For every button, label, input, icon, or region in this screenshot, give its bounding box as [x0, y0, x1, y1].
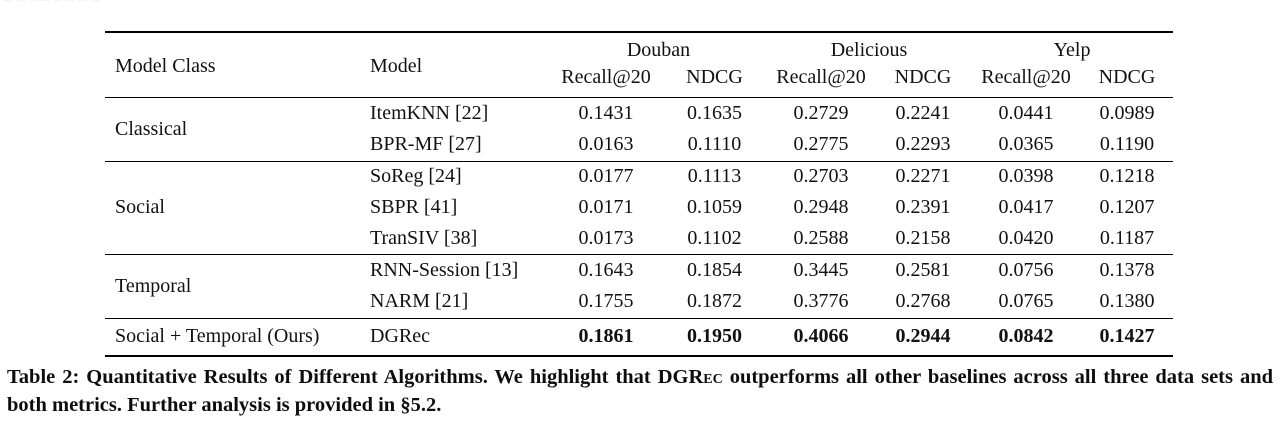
subheader-recall-yelp: Recall@20: [981, 66, 1071, 89]
cell-metric-value: 0.1218: [1099, 165, 1155, 188]
cell-metric-value: 0.2391: [895, 196, 951, 218]
cell-metric-value: 0.2703: [793, 165, 849, 188]
table-row-narm: NARM [21] 0.1755 0.1872 0.3776 0.2768 0.…: [105, 286, 1173, 318]
section-classical: Classical ItemKNN [22] 0.1431 0.1635 0.2…: [105, 97, 1174, 161]
header-model-class: Model Class: [115, 55, 216, 78]
cell-metric-value: 0.2158: [895, 226, 951, 249]
cell-metric-value: 0.1861: [578, 325, 634, 348]
cell-metric-value: 0.1380: [1099, 290, 1155, 313]
cell-metric-value: 0.2729: [793, 101, 849, 124]
cell-model: SoReg [24]: [370, 165, 462, 188]
subheader-ndcg-yelp: NDCG: [1098, 66, 1156, 89]
cell-metric-value: 0.0765: [998, 290, 1054, 313]
group-header-douban: Douban: [626, 39, 691, 61]
table-row-bprmf: BPR-MF [27] 0.0163 0.1110 0.2775 0.2293 …: [105, 129, 1173, 161]
cell-metric-value: 0.1431: [578, 101, 634, 124]
cell-metric-value: 0.2948: [793, 196, 849, 218]
cell-metric-value: 0.1059: [687, 196, 742, 218]
table-caption: Table 2: Quantitative Results of Differe…: [7, 364, 1273, 419]
cell-metric-value: 0.0173: [578, 226, 634, 249]
cell-metric-value: 0.1110: [687, 133, 742, 156]
cell-metric-value: 0.3445: [793, 258, 849, 281]
group-header-row: Model Class Model Douban Delicious Yelp: [105, 32, 1173, 77]
subheader-ndcg-douban: NDCG: [686, 66, 743, 89]
table-row-dgrec: Social + Temporal (Ours) DGRec 0.1861 0.…: [105, 318, 1173, 356]
cell-model-class: Temporal: [115, 274, 192, 297]
table-row-transiv: TranSIV [38] 0.0173 0.1102 0.2588 0.2158…: [105, 223, 1173, 254]
table-row-itemknn: Classical ItemKNN [22] 0.1431 0.1635 0.2…: [105, 97, 1173, 140]
cell-metric-value: 0.1207: [1099, 196, 1155, 218]
cell-metric-value: 0.1643: [578, 258, 634, 281]
cell-metric-value: 0.2581: [895, 258, 951, 281]
cell-metric-value: 0.1190: [1099, 133, 1155, 156]
cell-metric-value: 0.1635: [687, 101, 742, 124]
cell-metric-value: 0.1378: [1099, 258, 1155, 281]
cell-metric-value: 0.0420: [998, 226, 1054, 249]
cell-metric-value: 0.1950: [687, 325, 742, 348]
cell-metric-value: 0.3776: [793, 290, 849, 313]
cell-metric-value: 0.2944: [895, 325, 951, 348]
results-table: Model Class Model Douban Delicious Yelp …: [105, 31, 1174, 357]
cell-metric-value: 0.0756: [998, 258, 1054, 281]
cut-off-text-artifact: ┉┉╌╌┉╌┉┉: [4, 0, 214, 7]
caption-text-after: outperforms all other baselines across a…: [7, 366, 1274, 416]
cell-model: TranSIV [38]: [370, 226, 478, 249]
group-header-delicious: Delicious: [830, 39, 908, 61]
cell-model: BPR-MF [27]: [370, 133, 482, 156]
subheader-recall-delicious: Recall@20: [776, 66, 866, 89]
subheader-recall-douban: Recall@20: [561, 66, 651, 89]
caption-dgrec-smallcaps: ec: [703, 366, 723, 388]
cell-metric-value: 0.0441: [998, 101, 1054, 124]
cell-model-class: Classical: [115, 117, 188, 140]
cell-metric-value: 0.0989: [1099, 101, 1155, 124]
table-header: Model Class Model Douban Delicious Yelp …: [105, 32, 1174, 97]
cell-model: RNN-Session [13]: [370, 258, 519, 281]
cell-metric-value: 0.1113: [687, 165, 742, 188]
cell-metric-value: 0.1755: [578, 290, 634, 313]
cell-metric-value: 0.2768: [895, 290, 951, 313]
caption-text-before: Table 2: Quantitative Results of Differe…: [7, 366, 704, 388]
cell-model: SBPR [41]: [370, 196, 458, 218]
metric-header-row: Recall@20 NDCG Recall@20 NDCG Recall@20 …: [105, 64, 1173, 97]
cell-model-class: Social + Temporal (Ours): [115, 325, 320, 348]
cell-model: ItemKNN [22]: [370, 101, 489, 124]
cell-metric-value: 0.2293: [895, 133, 951, 156]
cell-metric-value: 0.2588: [793, 226, 849, 249]
cell-metric-value: 0.4066: [793, 325, 849, 348]
table-row-rnnsession: Temporal RNN-Session [13] 0.1643 0.1854 …: [105, 254, 1173, 297]
cell-metric-value: 0.0398: [998, 165, 1054, 188]
cell-metric-value: 0.2271: [895, 165, 951, 188]
cell-metric-value: 0.0365: [998, 133, 1054, 156]
subheader-ndcg-delicious: NDCG: [894, 66, 952, 89]
cell-model: DGRec: [370, 325, 430, 348]
cell-metric-value: 0.1427: [1099, 325, 1155, 348]
group-header-yelp: Yelp: [1053, 39, 1091, 61]
cell-metric-value: 0.0417: [998, 196, 1054, 218]
cell-model: NARM [21]: [370, 290, 469, 313]
section-temporal: Temporal RNN-Session [13] 0.1643 0.1854 …: [105, 254, 1174, 318]
cell-metric-value: 0.0177: [578, 165, 634, 188]
cell-model-class: Social: [115, 196, 165, 218]
section-social: Social SoReg [24] 0.0177 0.1113 0.2703 0…: [105, 161, 1174, 254]
section-ours: Social + Temporal (Ours) DGRec 0.1861 0.…: [105, 318, 1173, 356]
results-table-container: Model Class Model Douban Delicious Yelp …: [105, 31, 1174, 357]
table-row-soreg: Social SoReg [24] 0.0177 0.1113 0.2703 0…: [105, 161, 1173, 218]
cell-metric-value: 0.1102: [687, 226, 742, 249]
cell-metric-value: 0.2775: [793, 133, 849, 156]
cell-metric-value: 0.1854: [687, 258, 742, 281]
table-row-sbpr: SBPR [41] 0.0171 0.1059 0.2948 0.2391 0.…: [105, 192, 1173, 223]
cell-metric-value: 0.2241: [895, 101, 951, 124]
header-model: Model: [370, 55, 423, 78]
cell-metric-value: 0.1187: [1099, 226, 1155, 249]
cell-metric-value: 0.1872: [687, 290, 742, 313]
cell-metric-value: 0.0171: [578, 196, 634, 218]
cell-metric-value: 0.0163: [578, 133, 634, 156]
cell-metric-value: 0.0842: [998, 325, 1054, 348]
